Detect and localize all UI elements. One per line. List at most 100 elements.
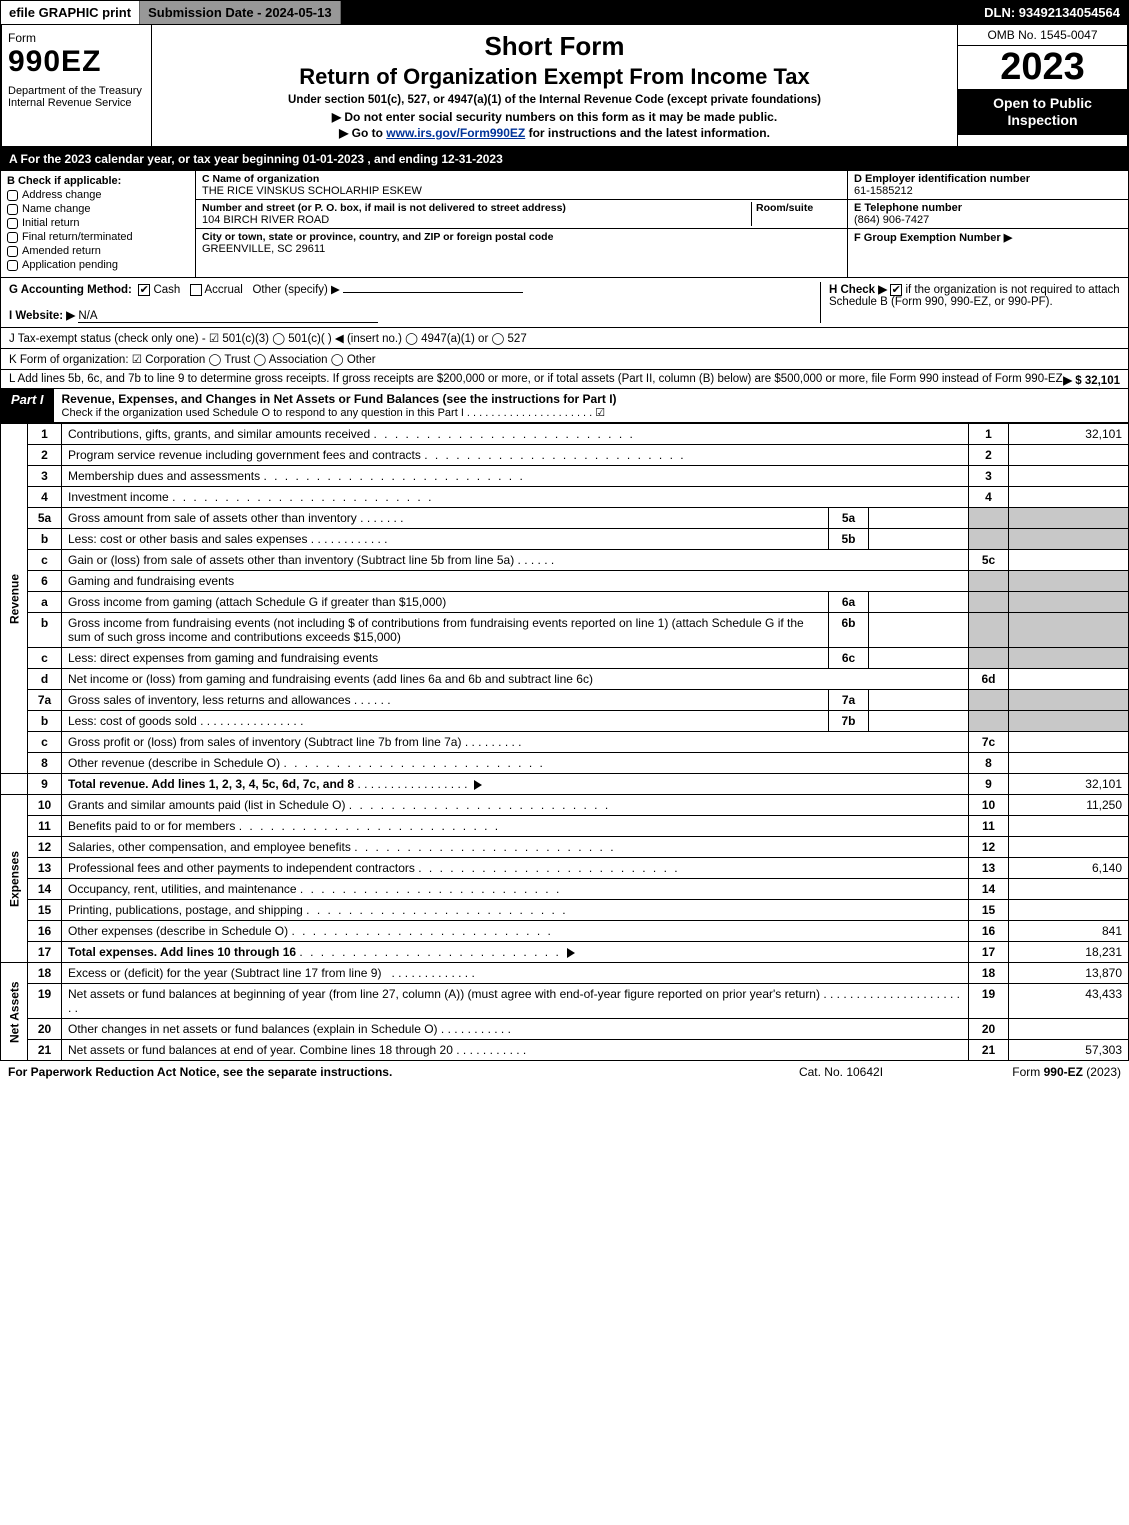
accounting-method-label: G Accounting Method:	[9, 284, 132, 296]
ln-19-val: 43,433	[1009, 984, 1129, 1019]
cb-initial-return[interactable]: Initial return	[7, 217, 189, 229]
row-k-org-form: K Form of organization: ☑ Corporation ◯ …	[0, 349, 1129, 370]
cb-final-return[interactable]: Final return/terminated	[7, 231, 189, 243]
ln-12-desc: Salaries, other compensation, and employ…	[68, 840, 351, 854]
form-footer: Form 990-EZ (2023)	[941, 1065, 1121, 1079]
ln-14-val	[1009, 879, 1129, 900]
ln-7c: c	[28, 732, 62, 753]
website-value: N/A	[78, 310, 378, 323]
part-i-title: Revenue, Expenses, and Changes in Net As…	[62, 392, 617, 406]
instr-goto: ▶ Go to www.irs.gov/Form990EZ for instru…	[158, 126, 951, 140]
arrow-icon	[567, 948, 575, 958]
ln-6-desc: Gaming and fundraising events	[62, 571, 969, 592]
ln-5c-desc: Gain or (loss) from sale of assets other…	[68, 553, 514, 567]
ln-11-desc: Benefits paid to or for members	[68, 819, 235, 833]
website-label: I Website: ▶	[9, 310, 75, 322]
cb-application-pending[interactable]: Application pending	[7, 259, 189, 271]
ln-20-numlbl: 20	[969, 1019, 1009, 1040]
ln-18-val: 13,870	[1009, 963, 1129, 984]
ln-19-desc: Net assets or fund balances at beginning…	[68, 987, 820, 1001]
part-i-tab: Part I	[1, 389, 54, 422]
ln-16-numlbl: 16	[969, 921, 1009, 942]
ln-9: 9	[28, 774, 62, 795]
ln-5a: 5a	[28, 508, 62, 529]
part-i-header: Part I Revenue, Expenses, and Changes in…	[0, 389, 1129, 423]
tax-year: 2023	[958, 46, 1127, 89]
instr-pre: ▶ Go to	[339, 126, 386, 140]
cb-address-change[interactable]: Address change	[7, 189, 189, 201]
ln-5c-val	[1009, 550, 1129, 571]
instr-post: for instructions and the latest informat…	[525, 126, 770, 140]
ln-8-desc: Other revenue (describe in Schedule O)	[68, 756, 280, 770]
ln-6c-desc: Less: direct expenses from gaming and fu…	[68, 651, 378, 665]
ln-20-val	[1009, 1019, 1129, 1040]
ln-2-numlbl: 2	[969, 445, 1009, 466]
ln-20-desc: Other changes in net assets or fund bala…	[68, 1022, 438, 1036]
cb-accrual[interactable]	[190, 284, 202, 296]
row-l-text: L Add lines 5b, 6c, and 7b to line 9 to …	[9, 373, 1063, 385]
c-name-label: C Name of organization	[202, 173, 319, 185]
col-b-checkboxes: B Check if applicable: Address change Na…	[1, 171, 196, 277]
efile-print[interactable]: efile GRAPHIC print	[1, 1, 140, 24]
ln-16-desc: Other expenses (describe in Schedule O)	[68, 924, 288, 938]
ln-6d: d	[28, 669, 62, 690]
ln-7b: b	[28, 711, 62, 732]
ln-12-val	[1009, 837, 1129, 858]
ln-14-numlbl: 14	[969, 879, 1009, 900]
ln-3-numlbl: 3	[969, 466, 1009, 487]
expenses-label: Expenses	[1, 795, 28, 963]
ln-5c-numlbl: 5c	[969, 550, 1009, 571]
cb-schedule-b[interactable]: ✔	[890, 284, 902, 296]
ln-1: 1	[28, 424, 62, 445]
ln-6d-desc: Net income or (loss) from gaming and fun…	[68, 672, 593, 686]
ln-11-numlbl: 11	[969, 816, 1009, 837]
ln-12-numlbl: 12	[969, 837, 1009, 858]
ln-7c-desc: Gross profit or (loss) from sales of inv…	[68, 735, 461, 749]
ein-label: D Employer identification number	[854, 173, 1030, 185]
ln-5c: c	[28, 550, 62, 571]
page-footer: For Paperwork Reduction Act Notice, see …	[0, 1061, 1129, 1083]
row-l-amount: ▶ $ 32,101	[1063, 373, 1120, 387]
ln-5b-sl: 5b	[829, 529, 869, 550]
top-bar: efile GRAPHIC print Submission Date - 20…	[0, 0, 1129, 25]
cb-amended-return[interactable]: Amended return	[7, 245, 189, 257]
arrow-icon	[474, 780, 482, 790]
ln-6c-sl: 6c	[829, 648, 869, 669]
ln-18-numlbl: 18	[969, 963, 1009, 984]
submission-date: Submission Date - 2024-05-13	[140, 1, 341, 24]
ln-6b-sl: 6b	[829, 613, 869, 648]
ln-13-numlbl: 13	[969, 858, 1009, 879]
ln-15: 15	[28, 900, 62, 921]
ln-19: 19	[28, 984, 62, 1019]
ln-4-desc: Investment income	[68, 490, 169, 504]
cb-name-change[interactable]: Name change	[7, 203, 189, 215]
form-word: Form	[8, 31, 145, 45]
ln-15-desc: Printing, publications, postage, and shi…	[68, 903, 303, 917]
ln-17-val: 18,231	[1009, 942, 1129, 963]
ln-19-numlbl: 19	[969, 984, 1009, 1019]
ln-2: 2	[28, 445, 62, 466]
ln-17: 17	[28, 942, 62, 963]
ln-7b-desc: Less: cost of goods sold	[68, 714, 197, 728]
irs-link[interactable]: www.irs.gov/Form990EZ	[386, 126, 525, 140]
ln-16: 16	[28, 921, 62, 942]
ln-5a-sl: 5a	[829, 508, 869, 529]
ln-14: 14	[28, 879, 62, 900]
ln-13-desc: Professional fees and other payments to …	[68, 861, 415, 875]
return-title: Return of Organization Exempt From Incom…	[158, 64, 951, 90]
ln-6a-sl: 6a	[829, 592, 869, 613]
ln-10-numlbl: 10	[969, 795, 1009, 816]
org-name: THE RICE VINSKUS SCHOLARHIP ESKEW	[202, 185, 422, 197]
ln-18: 18	[28, 963, 62, 984]
ln-5b: b	[28, 529, 62, 550]
ln-4-numlbl: 4	[969, 487, 1009, 508]
other-specify: Other (specify) ▶	[252, 284, 339, 296]
cb-cash[interactable]: ✔	[138, 284, 150, 296]
paperwork-notice: For Paperwork Reduction Act Notice, see …	[8, 1065, 741, 1079]
omb-number: OMB No. 1545-0047	[958, 25, 1127, 46]
ln-4-val	[1009, 487, 1129, 508]
row-a-tax-year: A For the 2023 calendar year, or tax yea…	[0, 148, 1129, 170]
h-label: H Check ▶	[829, 284, 887, 296]
part-i-check: Check if the organization used Schedule …	[62, 406, 1120, 419]
ln-6a-desc: Gross income from gaming (attach Schedul…	[68, 595, 446, 609]
